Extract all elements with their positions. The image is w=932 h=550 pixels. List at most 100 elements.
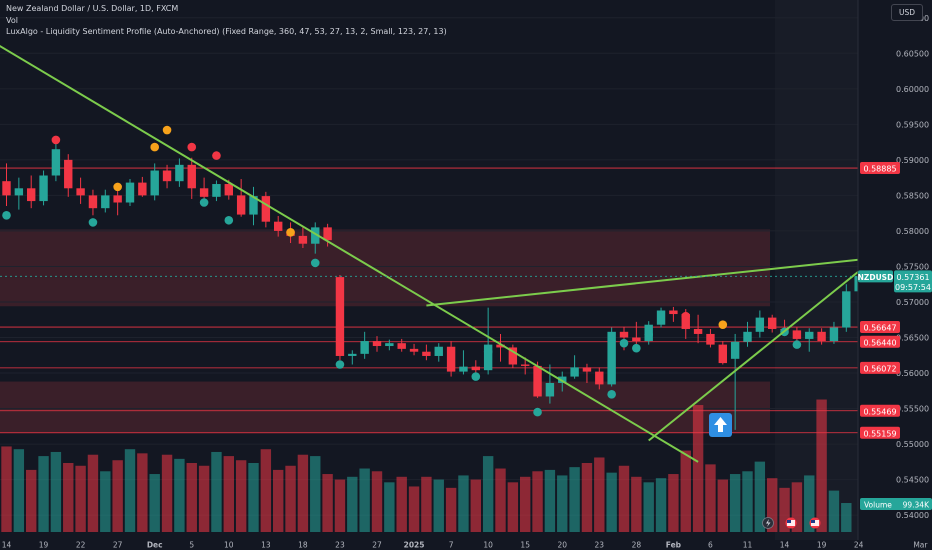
candle-body[interactable] xyxy=(125,182,135,203)
candle-body[interactable] xyxy=(76,188,85,196)
candle-body[interactable] xyxy=(768,317,777,329)
candle-body[interactable] xyxy=(335,277,345,356)
time-axis[interactable] xyxy=(0,540,932,550)
candle-body[interactable] xyxy=(570,367,579,377)
candle-body[interactable] xyxy=(311,227,320,244)
time-tick-label: 28 xyxy=(632,541,642,550)
candle-body[interactable] xyxy=(88,195,98,209)
candle-body[interactable] xyxy=(681,314,690,329)
signal-dot xyxy=(681,311,691,321)
volume-bar xyxy=(63,463,74,532)
candle-body[interactable] xyxy=(558,376,567,383)
candle-body[interactable] xyxy=(483,344,493,371)
candle-body[interactable] xyxy=(545,382,555,397)
volume-bar xyxy=(655,478,667,532)
candle-body[interactable] xyxy=(743,331,752,342)
time-tick-label: 13 xyxy=(261,541,271,550)
candle-body[interactable] xyxy=(842,291,851,328)
signal-dot xyxy=(212,151,221,160)
candle-body[interactable] xyxy=(274,221,283,231)
candle-body[interactable] xyxy=(422,351,431,356)
candle-body[interactable] xyxy=(632,337,641,342)
candle-body[interactable] xyxy=(162,170,172,182)
candle-body[interactable] xyxy=(261,196,271,222)
volume-bar xyxy=(742,471,753,532)
trendline[interactable] xyxy=(648,240,897,442)
signal-dot xyxy=(619,338,629,348)
candle-body[interactable] xyxy=(397,343,406,349)
candle-body[interactable] xyxy=(533,365,542,397)
volume-bar xyxy=(618,465,630,532)
candle-body[interactable] xyxy=(360,341,369,354)
candle-body[interactable] xyxy=(199,188,209,197)
candle-body[interactable] xyxy=(323,227,332,241)
candle-body[interactable] xyxy=(496,344,505,348)
candle-body[interactable] xyxy=(27,188,36,202)
candle-body[interactable] xyxy=(298,235,308,244)
symbol-title[interactable]: New Zealand Dollar / U.S. Dollar, 1D, FX… xyxy=(6,4,179,13)
candle-body[interactable] xyxy=(471,366,480,371)
candle-body[interactable] xyxy=(669,310,678,315)
candle-body[interactable] xyxy=(792,330,802,339)
candle-body[interactable] xyxy=(39,175,48,202)
candle-body[interactable] xyxy=(236,195,246,215)
candle-body[interactable] xyxy=(409,348,419,352)
candle-body[interactable] xyxy=(348,353,357,356)
candle-body[interactable] xyxy=(730,341,740,359)
candle-body[interactable] xyxy=(385,343,394,347)
signal-dot xyxy=(286,228,295,237)
candle-body[interactable] xyxy=(51,149,61,176)
trendline[interactable] xyxy=(426,254,896,307)
candle-body[interactable] xyxy=(459,366,468,372)
candle-body[interactable] xyxy=(805,331,814,339)
candle-body[interactable] xyxy=(706,333,715,345)
candle-body[interactable] xyxy=(693,328,703,334)
candle-body[interactable] xyxy=(755,317,765,332)
volume-tag xyxy=(860,498,932,510)
candle-body[interactable] xyxy=(718,344,727,364)
price-tick-label: 0.55000 xyxy=(896,440,929,449)
candle-body[interactable] xyxy=(224,184,233,196)
symbol-tag xyxy=(858,270,893,283)
trendline[interactable] xyxy=(0,43,699,463)
volume-bar xyxy=(297,454,309,532)
candle-body[interactable] xyxy=(14,188,24,196)
currency-button[interactable]: USD xyxy=(891,4,923,21)
signal-dot xyxy=(533,407,542,417)
candle-body[interactable] xyxy=(446,346,456,372)
candle-body[interactable] xyxy=(372,341,382,347)
volume-bar xyxy=(334,479,346,532)
candle-body[interactable] xyxy=(595,371,604,385)
candle-body[interactable] xyxy=(64,159,73,189)
candle-body[interactable] xyxy=(656,310,666,325)
signal-dot xyxy=(199,198,209,207)
candle-body[interactable] xyxy=(138,182,147,196)
candle-body[interactable] xyxy=(582,367,592,372)
candle-body[interactable] xyxy=(101,195,110,209)
liquidity-zone xyxy=(0,381,770,434)
volume-bar xyxy=(816,399,827,532)
candle-body[interactable] xyxy=(2,181,11,196)
candle-body[interactable] xyxy=(249,196,258,215)
flag-canton xyxy=(811,520,815,523)
candle-body[interactable] xyxy=(212,184,221,197)
candle-body[interactable] xyxy=(521,364,530,366)
candle-body[interactable] xyxy=(187,164,196,189)
candle-body[interactable] xyxy=(434,346,443,356)
candle-body[interactable] xyxy=(829,327,839,342)
candle-body[interactable] xyxy=(150,170,159,196)
volume-indicator-label[interactable]: Vol xyxy=(6,16,18,25)
candle-body[interactable] xyxy=(175,164,184,182)
level-price-label: 0.56647 xyxy=(863,324,896,333)
candle-body[interactable] xyxy=(508,347,518,365)
time-tick-label: Dec xyxy=(147,541,163,550)
signal-dot xyxy=(471,372,481,381)
indicator-title[interactable]: LuxAlgo - Liquidity Sentiment Profile (A… xyxy=(6,27,447,36)
volume-bar xyxy=(445,487,457,532)
candle-body[interactable] xyxy=(619,331,629,338)
candle-body[interactable] xyxy=(607,331,616,385)
candle-body[interactable] xyxy=(113,195,122,203)
bar-close-timer: 09:57:54 xyxy=(895,283,931,292)
candle-body[interactable] xyxy=(817,331,826,342)
